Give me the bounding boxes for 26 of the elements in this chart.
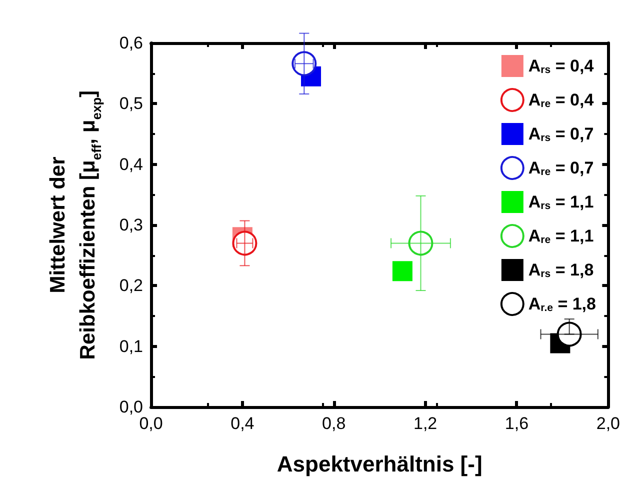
legend-label: Ar.e = 1,8 bbox=[528, 294, 596, 314]
point bbox=[392, 261, 412, 282]
legend-label: Are = 0,4 bbox=[528, 90, 594, 110]
legend-label: Are = 1,1 bbox=[528, 226, 594, 246]
point bbox=[556, 322, 582, 347]
y-tick-label: 0,3 bbox=[119, 216, 143, 234]
y-tick-label: 0,4 bbox=[119, 154, 143, 174]
x-tick-label: 0,4 bbox=[230, 414, 254, 433]
x-axis-title: Aspektverhältnis [-] bbox=[276, 452, 482, 476]
x-tick-label: 1,6 bbox=[504, 414, 529, 433]
x-tick-label: 0,8 bbox=[322, 414, 346, 433]
y-tick-label: 0,2 bbox=[119, 276, 143, 296]
x-tick-label: 1,2 bbox=[413, 414, 438, 433]
x-tick-label: 2,0 bbox=[596, 414, 620, 433]
legend-label: Are = 0,7 bbox=[528, 158, 594, 178]
legend-label: Ars = 1,1 bbox=[528, 192, 594, 212]
y-tick-label: 0,1 bbox=[119, 336, 143, 356]
y-tick-label: 0,5 bbox=[119, 94, 143, 114]
y-axis-title: Mittelwert der Reibkoeffizienten [μeff, μexp] bbox=[46, 90, 104, 360]
y-tick-label: 0,6 bbox=[119, 34, 143, 52]
x-tick-label: 0,0 bbox=[139, 414, 163, 433]
legend-label: Ars = 0,4 bbox=[528, 56, 594, 76]
legend-label: Ars = 1,8 bbox=[528, 260, 594, 280]
y-tick-label: 0,0 bbox=[119, 398, 143, 416]
legend-label: Ars = 0,7 bbox=[528, 124, 594, 144]
point bbox=[408, 230, 434, 256]
